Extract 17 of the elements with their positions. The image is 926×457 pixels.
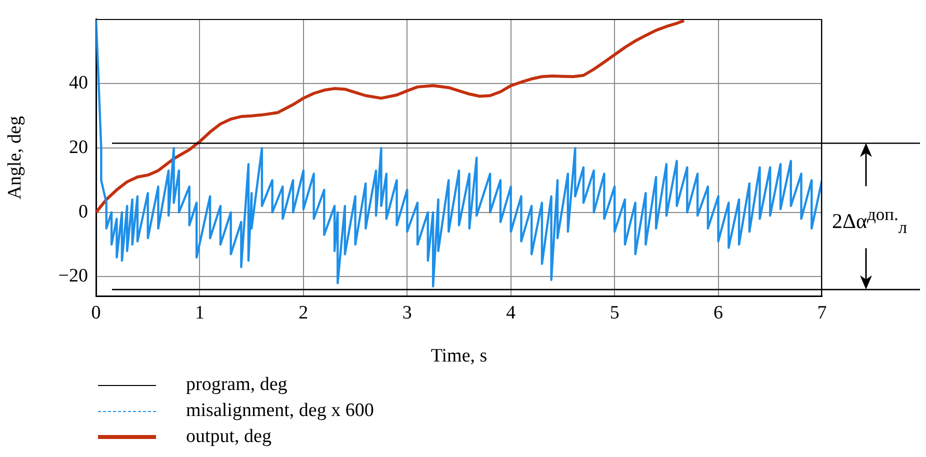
x-tick-label: 4: [506, 302, 516, 324]
legend-label: output, deg: [186, 426, 272, 448]
y-tick-label: −20: [58, 266, 88, 287]
y-tick-label: 0: [78, 201, 88, 222]
x-axis-title: Time, s: [430, 346, 488, 367]
x-tick-label: 7: [817, 302, 827, 324]
x-tick-label: 6: [714, 302, 724, 324]
x-tick-label: 1: [194, 302, 204, 324]
x-tick-label: 3: [402, 302, 412, 324]
x-tick-label: 0: [91, 302, 101, 324]
x-tick-label: 5: [610, 302, 620, 324]
y-tick-label: 20: [69, 137, 88, 158]
y-axis-title: Angle, deg: [4, 116, 26, 200]
legend-label: misalignment, deg x 600: [186, 400, 374, 422]
x-tick-label: 2: [298, 302, 308, 324]
y-tick-label: 40: [69, 72, 88, 94]
legend-label: program, deg: [186, 374, 288, 396]
